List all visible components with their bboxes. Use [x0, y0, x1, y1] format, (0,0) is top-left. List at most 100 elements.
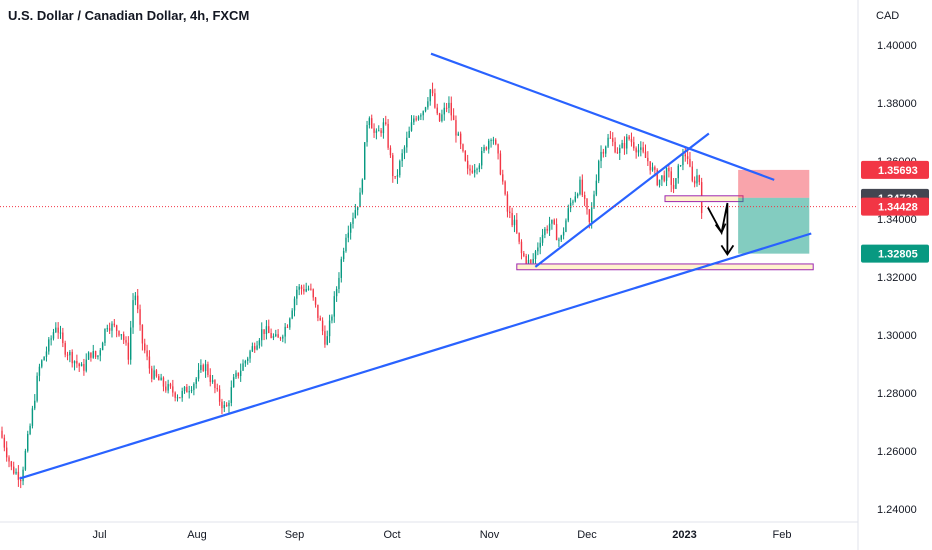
candle-body — [228, 402, 230, 407]
candle-body — [132, 300, 134, 328]
candlestick-series — [1, 82, 703, 489]
candle-body — [382, 122, 385, 134]
candle-body — [595, 180, 598, 195]
candle-body — [670, 171, 672, 185]
candle-body — [314, 297, 317, 305]
candle-body — [193, 383, 195, 390]
candle-body — [263, 329, 265, 334]
candle-body — [172, 386, 174, 393]
candle-body — [539, 242, 541, 248]
candle-body — [265, 326, 268, 334]
candle-body — [502, 174, 504, 182]
candle-body — [448, 102, 450, 108]
candle-body — [600, 151, 602, 162]
candle-body — [113, 323, 116, 326]
candle-body — [328, 320, 331, 337]
time-tick-label: Oct — [383, 529, 400, 541]
candle-body — [31, 408, 34, 426]
price-axis[interactable]: CAD 1.24000 1.26000 1.28000 1.30000 1.32000 1… — [857, 0, 917, 550]
candle-body — [90, 352, 92, 358]
candle-body — [296, 289, 298, 299]
candle-body — [87, 352, 90, 360]
candle-body — [160, 377, 162, 381]
candle-body — [144, 343, 146, 351]
candle-body — [534, 251, 537, 259]
candle-body — [569, 202, 572, 209]
candle-body — [139, 309, 141, 325]
candle-body — [441, 114, 443, 122]
candle-body — [27, 433, 29, 451]
candle-body — [345, 237, 347, 251]
candle-body — [111, 323, 113, 331]
candle-body — [693, 180, 696, 184]
candle-body — [76, 360, 78, 364]
candle-body — [469, 168, 471, 171]
candle-body — [665, 167, 668, 181]
candle-body — [214, 380, 216, 389]
candle-body — [698, 175, 701, 183]
candle-body — [125, 340, 127, 343]
candle-body — [438, 113, 441, 122]
candle-body — [363, 142, 366, 180]
candle-body — [272, 336, 275, 338]
candle-body — [597, 161, 600, 181]
candle-body — [305, 289, 307, 292]
price-badge — [861, 244, 929, 263]
candle-body — [291, 310, 293, 319]
candle-body — [162, 377, 165, 387]
candle-body — [532, 258, 534, 263]
candle-body — [637, 149, 640, 153]
candle-body — [396, 175, 399, 177]
candle-body — [115, 325, 118, 331]
time-tick-label: Dec — [577, 529, 597, 541]
candle-body — [52, 332, 55, 339]
candle-body — [635, 148, 637, 153]
candle-body — [464, 151, 467, 161]
candle-body — [443, 107, 445, 115]
candle-body — [268, 326, 270, 334]
candle-body — [137, 295, 139, 310]
candle-body — [183, 386, 186, 391]
candle-body — [378, 130, 380, 132]
candle-body — [15, 471, 17, 474]
price-badge — [861, 197, 929, 216]
candle-body — [614, 141, 616, 153]
candle-body — [677, 165, 679, 179]
candle-body — [509, 211, 511, 214]
price-tick-label: 1.30000 — [877, 330, 917, 342]
candle-body — [476, 169, 478, 171]
candle-body — [675, 178, 677, 189]
candle-body — [176, 397, 179, 399]
candle-body — [654, 167, 656, 170]
candle-body — [497, 144, 499, 154]
candle-body — [647, 157, 649, 162]
drawing-overlays — [0, 52, 858, 480]
candle-body — [380, 130, 382, 134]
projection-arrowhead-mid — [714, 223, 727, 235]
candle-body — [422, 111, 424, 116]
candle-body — [436, 107, 438, 114]
candle-body — [71, 351, 73, 364]
candle-body — [36, 375, 38, 401]
candle-body — [516, 219, 518, 233]
candle-body — [576, 194, 579, 197]
candle-body — [689, 158, 691, 167]
candle-body — [293, 298, 296, 311]
candle-body — [225, 404, 228, 407]
candle-body — [579, 179, 581, 195]
candle-body — [457, 133, 460, 136]
candle-body — [466, 160, 469, 169]
candle-body — [246, 358, 249, 361]
candle-body — [544, 228, 546, 235]
candle-body — [230, 387, 233, 403]
price-tick-label: 1.34000 — [877, 214, 917, 226]
support-zone-lower — [516, 263, 814, 271]
candle-body — [289, 318, 291, 328]
candle-body — [450, 102, 452, 116]
candle-body — [424, 107, 427, 112]
time-axis[interactable]: Jul Aug Sep Oct Nov Dec 2023 Feb — [0, 521, 858, 541]
candle-body — [546, 228, 548, 231]
candle-body — [169, 384, 172, 387]
